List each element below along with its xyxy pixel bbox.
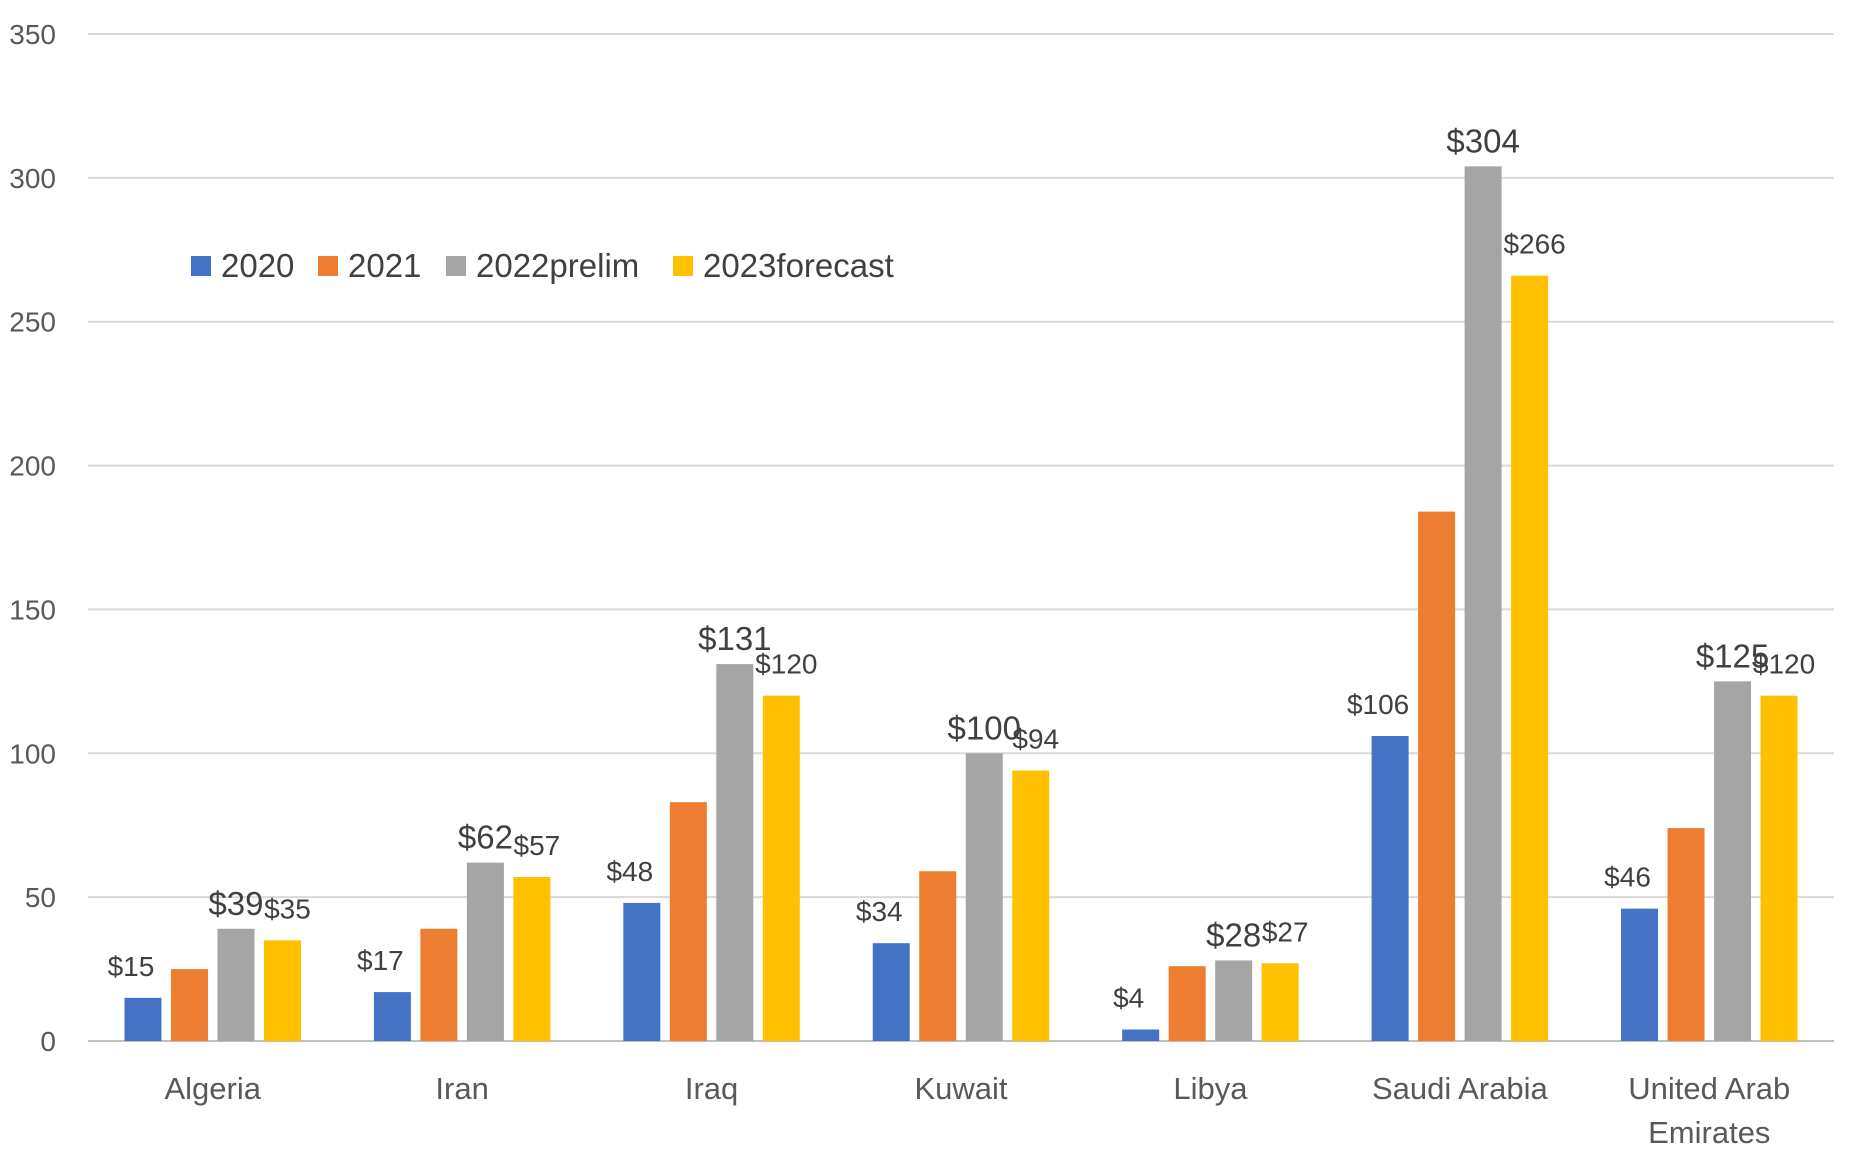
bar: [1215, 960, 1253, 1041]
data-label: $131: [698, 620, 771, 657]
y-tick-label: 350: [9, 19, 56, 50]
data-label: $35: [264, 893, 311, 924]
bar: [669, 802, 707, 1041]
y-tick-label: 100: [9, 738, 56, 769]
y-tick-label: 150: [9, 594, 56, 625]
bar: [965, 753, 1003, 1041]
legend-swatch: [446, 256, 466, 276]
bar: [872, 943, 910, 1041]
legend-swatch: [191, 256, 211, 276]
y-axis-ticks: 0 50 100 150 200 250 300 350: [9, 19, 56, 1057]
bar: [1464, 166, 1502, 1041]
x-axis-categories: Algeria Iran Iraq Kuwait Libya Saudi Arabia Un…: [164, 1071, 1790, 1150]
bar: [1418, 511, 1456, 1041]
y-tick-label: 50: [25, 882, 56, 913]
legend-label: 2021: [348, 247, 421, 284]
bar: [1012, 770, 1050, 1041]
category-label: United Arab: [1628, 1071, 1790, 1106]
y-tick-label: 300: [9, 163, 56, 194]
bar: [170, 969, 208, 1041]
bar: [420, 928, 458, 1041]
legend-label: 2022prelim: [476, 247, 639, 284]
bar: [466, 862, 504, 1041]
data-label: $15: [108, 951, 155, 982]
bar: [1371, 736, 1409, 1041]
gridlines: [88, 33, 1834, 1042]
bars: [124, 166, 1798, 1041]
data-label: $100: [948, 709, 1021, 746]
category-label: Libya: [1173, 1071, 1248, 1106]
y-tick-label: 250: [9, 307, 56, 338]
bar: [919, 871, 957, 1041]
category-label: Kuwait: [914, 1071, 1007, 1106]
y-tick-label: 0: [40, 1026, 56, 1057]
data-label: $62: [458, 819, 513, 856]
category-label: Iraq: [685, 1071, 738, 1106]
data-label: $94: [1012, 724, 1059, 755]
category-label: Emirates: [1648, 1115, 1770, 1150]
category-label: Saudi Arabia: [1372, 1071, 1549, 1106]
legend: 2020 2021 2022prelim 2023forecast: [191, 247, 894, 284]
data-label: $27: [1262, 916, 1309, 947]
bar: [623, 902, 661, 1041]
bar: [1667, 828, 1705, 1041]
bar: [1621, 908, 1659, 1041]
bar: [1511, 275, 1549, 1041]
bar: [513, 877, 551, 1041]
bar: [716, 664, 754, 1041]
data-label: $266: [1503, 229, 1565, 260]
bar: [373, 992, 411, 1041]
data-label: $304: [1446, 122, 1519, 159]
bar: [263, 940, 301, 1041]
data-label: $57: [514, 830, 561, 861]
bar: [1261, 963, 1299, 1041]
data-label: $106: [1347, 689, 1409, 720]
legend-label: 2023forecast: [703, 247, 894, 284]
data-label: $39: [208, 885, 263, 922]
bar: [762, 695, 800, 1041]
data-label: $125: [1696, 637, 1769, 674]
bar: [217, 928, 255, 1041]
bar: [1760, 695, 1798, 1041]
category-label: Algeria: [164, 1071, 261, 1106]
y-tick-label: 200: [9, 451, 56, 482]
data-label: $48: [606, 856, 653, 887]
bar: [124, 997, 162, 1041]
data-label: $34: [856, 896, 903, 927]
data-label: $17: [357, 945, 404, 976]
bar: [1122, 1029, 1160, 1041]
data-label: $120: [1753, 649, 1815, 680]
data-label: $120: [755, 649, 817, 680]
legend-label: 2020: [221, 247, 294, 284]
data-label: $28: [1206, 916, 1261, 953]
bar: [1714, 681, 1752, 1041]
data-label: $46: [1604, 862, 1651, 893]
data-labels: $15$39 $35$17$62 $57$48$131$120$34$100$94$…: [108, 122, 1816, 1013]
data-label: $4: [1113, 982, 1144, 1013]
category-label: Iran: [435, 1071, 488, 1106]
legend-swatch: [673, 256, 693, 276]
bar: [1168, 966, 1206, 1041]
legend-swatch: [318, 256, 338, 276]
